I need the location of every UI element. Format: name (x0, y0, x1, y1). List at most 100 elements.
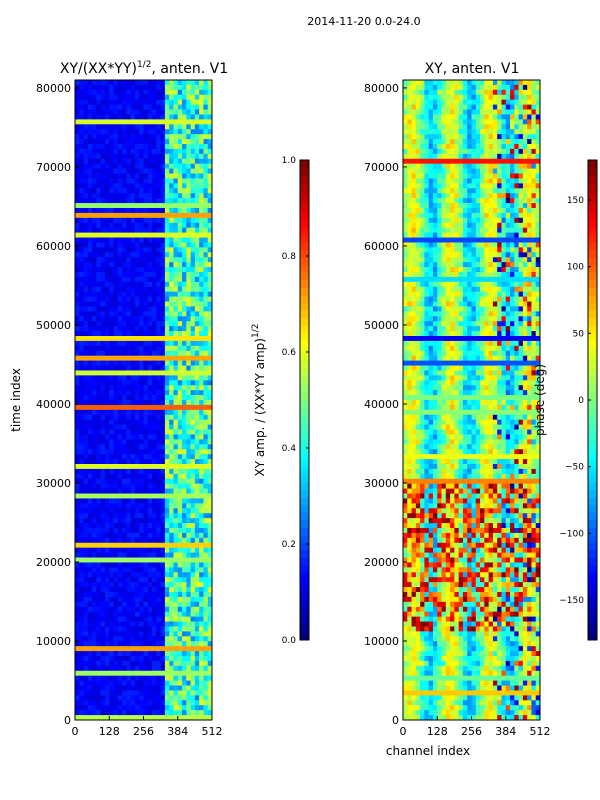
right-colorbar-swatch (588, 535, 597, 543)
left-colorbar-swatch (300, 325, 309, 333)
left-colorbar-swatch (300, 527, 309, 536)
right-colorbar-swatch (588, 317, 597, 326)
right-heatmap-y-tick-label: 10000 (364, 635, 399, 648)
right-colorbar-swatch (588, 250, 597, 258)
right-colorbar-swatch (588, 340, 597, 348)
right-colorbar-swatch (588, 190, 597, 198)
left-colorbar-swatch (300, 310, 309, 318)
right-heatmap-y-tick-label: 80000 (364, 82, 399, 95)
right-colorbar-swatch (588, 212, 597, 221)
right-colorbar-swatch (588, 355, 597, 363)
right-colorbar-swatch (588, 295, 597, 303)
left-colorbar-swatch (300, 587, 309, 596)
right-colorbar-swatch (588, 272, 597, 281)
left-colorbar-swatch (300, 385, 309, 393)
left-colorbar-swatch (300, 512, 309, 521)
right-colorbar-swatch (588, 580, 597, 588)
left-colorbar-label: XY amp. / (XX*YY amp)1/2 (251, 324, 267, 477)
left-colorbar-frame (299, 159, 310, 641)
left-colorbar-swatch (300, 392, 309, 401)
right-heatmap-x-tick-label: 256 (461, 725, 482, 738)
left-colorbar-swatch (300, 542, 309, 551)
left-colorbar-tick-label: 0.0 (282, 636, 297, 646)
left-colorbar-swatch (300, 475, 309, 483)
right-colorbar-swatch (588, 332, 597, 341)
right-colorbar-swatch (588, 625, 597, 633)
right-colorbar-swatch (588, 475, 597, 483)
right-colorbar-swatch (588, 512, 597, 521)
right-colorbar-tick-label: −100 (559, 529, 584, 539)
left-colorbar-tick-label: 1.0 (282, 156, 297, 166)
left-colorbar-tick-label: 0.6 (282, 348, 297, 358)
right-colorbar-label: phase (deg) (533, 364, 547, 436)
right-x-axis-label: channel index (386, 744, 470, 758)
right-colorbar-swatch (588, 565, 597, 573)
left-colorbar-swatch (300, 257, 309, 266)
right-colorbar-swatch (588, 287, 597, 296)
left-colorbar-swatch (300, 250, 309, 258)
left-colorbar-swatch (300, 602, 309, 611)
right-colorbar-tick-label: 50 (573, 329, 585, 339)
right-colorbar-tick-label: −50 (565, 463, 584, 473)
left-colorbar-swatch (300, 497, 309, 506)
right-colorbar-swatch (588, 497, 597, 506)
left-colorbar-swatch (300, 625, 309, 633)
right-colorbar-swatch (588, 505, 597, 513)
right-colorbar-swatch (588, 557, 597, 566)
right-colorbar-swatch (588, 527, 597, 536)
left-colorbar-swatch (300, 437, 309, 446)
left-colorbar-swatch (300, 302, 309, 311)
right-colorbar-swatch (588, 310, 597, 318)
left-colorbar-swatch (300, 632, 309, 641)
right-colorbar-swatch (588, 632, 597, 641)
right-colorbar-swatch (588, 437, 597, 446)
left-colorbar-swatch (300, 400, 309, 408)
right-heatmap-y-tick-label: 50000 (364, 319, 399, 332)
left-colorbar-swatch (300, 505, 309, 513)
right-heatmap-y-tick-label: 30000 (364, 477, 399, 490)
left-colorbar-swatch (300, 580, 309, 588)
left-colorbar-swatch (300, 190, 309, 198)
left-colorbar-swatch (300, 235, 309, 243)
left-colorbar-swatch (300, 452, 309, 461)
right-colorbar-swatch (588, 302, 597, 311)
right-heatmap-cells (403, 80, 541, 721)
left-colorbar-swatch (300, 520, 309, 528)
right-colorbar-swatch (588, 205, 597, 213)
right-colorbar-swatch (588, 460, 597, 468)
left-colorbar-swatch (300, 595, 309, 603)
right-colorbar-swatch (588, 160, 597, 168)
left-colorbar-swatch (300, 467, 309, 476)
right-colorbar-swatch (588, 490, 597, 498)
right-colorbar-swatch (588, 280, 597, 288)
right-heatmap-y-tick-label: 70000 (364, 161, 399, 174)
right-colorbar-swatch (588, 265, 597, 273)
left-heatmap-x-tick-label: 0 (72, 725, 79, 738)
right-colorbar: −150 −100 −50 0 50 100 150 (559, 159, 598, 641)
left-colorbar-swatch (300, 407, 309, 416)
right-colorbar-tick-label: −150 (559, 596, 584, 606)
left-heatmap-y-tick-label: 30000 (36, 477, 71, 490)
right-chart-title: XY, anten. V1 (425, 61, 520, 77)
right-colorbar-swatch (588, 227, 597, 236)
left-colorbar-swatch (300, 242, 309, 251)
right-colorbar-swatch (588, 220, 597, 228)
right-colorbar-swatch (588, 520, 597, 528)
left-colorbar-swatch (300, 490, 309, 498)
left-colorbar-swatch (300, 295, 309, 303)
left-heatmap-y-tick-label: 60000 (36, 240, 71, 253)
left-colorbar-tick-label: 0.2 (282, 540, 296, 550)
left-colorbar-swatch (300, 377, 309, 386)
left-colorbar-swatch (300, 160, 309, 168)
right-colorbar-swatch (588, 467, 597, 476)
left-heatmap-x-tick-label: 512 (202, 725, 223, 738)
right-heatmap-y-tick-label: 60000 (364, 240, 399, 253)
left-colorbar-swatch (300, 370, 309, 378)
right-heatmap-x-tick-label: 512 (530, 725, 551, 738)
left-chart-title: XY/(XX*YY)1/2, anten. V1 (60, 60, 228, 77)
left-colorbar-swatch (300, 272, 309, 281)
left-colorbar-swatch (300, 287, 309, 296)
right-heatmap-x-tick-label: 0 (400, 725, 407, 738)
right-colorbar-swatch (588, 325, 597, 333)
left-heatmap-x-tick-label: 256 (133, 725, 154, 738)
